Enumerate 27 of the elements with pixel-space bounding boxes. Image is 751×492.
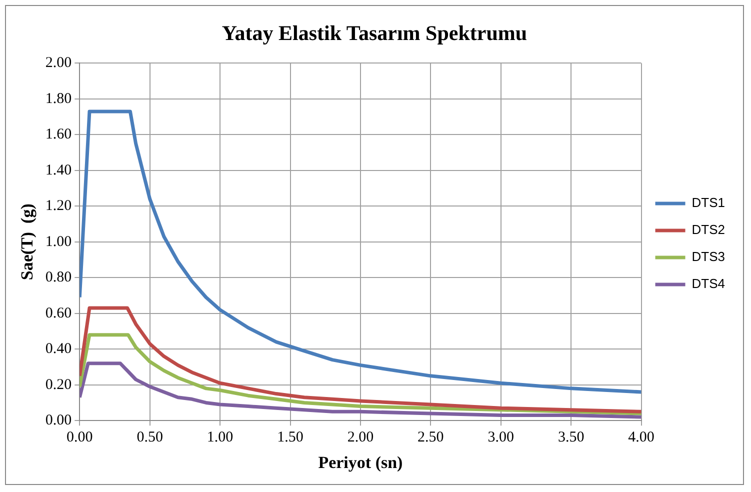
y-tick-label: 0.80 (45, 270, 72, 286)
x-tick-label: 0.50 (136, 430, 163, 446)
y-tick-label: 1.40 (45, 162, 72, 178)
legend-label: DTS1 (692, 195, 726, 210)
x-tick-label: 2.50 (418, 430, 444, 446)
y-tick-label: 1.20 (45, 198, 72, 214)
legend-label: DTS4 (692, 276, 726, 292)
legend-label: DTS3 (692, 249, 726, 264)
x-tick-label: 0.00 (66, 430, 93, 446)
x-tick-label: 3.00 (488, 430, 514, 446)
chart-title: Yatay Elastik Tasarım Spektrumu (222, 21, 528, 46)
y-tick-label: 1.80 (45, 90, 72, 107)
y-tick-label: 0.00 (45, 412, 72, 429)
y-tick-label: 2.00 (45, 55, 72, 72)
y-tick-label: 1.00 (45, 234, 72, 250)
x-axis-title: Periyot (sn) (318, 453, 403, 472)
legend-label: DTS2 (692, 222, 726, 238)
y-tick-label: 1.60 (45, 126, 72, 143)
x-tick-label: 1.50 (277, 430, 304, 446)
x-tick-label: 1.00 (206, 430, 234, 446)
x-tick-label: 3.50 (558, 430, 584, 446)
y-axis-title: Sae(T) (g) (18, 204, 37, 280)
x-tick-label: 2.00 (347, 430, 374, 446)
y-tick-label: 0.20 (45, 376, 72, 393)
x-tick-label: 4.00 (628, 430, 654, 446)
y-tick-label: 0.60 (45, 305, 72, 322)
y-tick-label: 0.40 (45, 341, 72, 358)
